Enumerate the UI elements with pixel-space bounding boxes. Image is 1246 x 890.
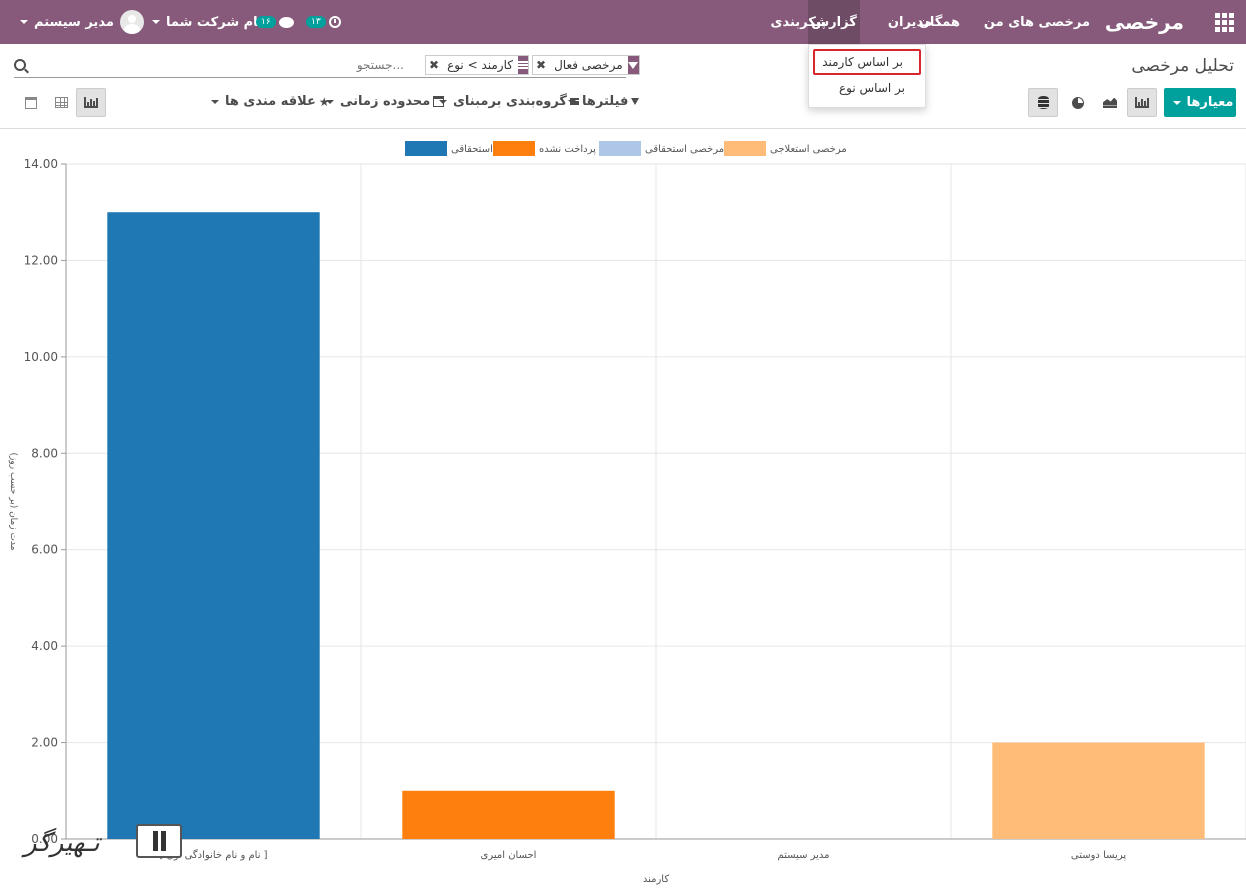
- menu-my-leaves[interactable]: مرخصی های من: [983, 14, 1090, 30]
- y-tick-label: 10.00: [24, 350, 58, 364]
- groupby-lines-icon: [517, 56, 528, 74]
- bar-chart-button[interactable]: [1127, 88, 1157, 117]
- bar-chart-icon: [1135, 97, 1149, 108]
- legend-swatch: [405, 141, 447, 156]
- user-menu[interactable]: مدیر سیستم: [14, 0, 144, 44]
- x-tick-label: مدیر سیستم: [777, 850, 829, 861]
- graph-view-button[interactable]: [76, 88, 106, 117]
- legend-swatch: [599, 141, 641, 156]
- legend-swatch: [493, 141, 535, 156]
- bar: [402, 790, 615, 839]
- timerange-label: محدوده زمانی: [340, 94, 431, 109]
- bar-chart: 0.00 2.00 4.00 6.00 8.00 10.00 12.00 14.00 [ نام…: [8, 141, 1246, 885]
- chevron-down-icon: [20, 20, 28, 24]
- menu-everyone[interactable]: همگان: [918, 14, 960, 30]
- calendar-icon: [433, 96, 445, 107]
- database-icon: [1037, 96, 1049, 109]
- measures-button[interactable]: معیارها: [1164, 88, 1236, 117]
- filter-facet[interactable]: ✖ مرخصی فعال: [532, 55, 640, 75]
- search-input[interactable]: [344, 58, 404, 72]
- pivot-view-button[interactable]: [46, 88, 76, 117]
- stacked-button[interactable]: [1028, 88, 1058, 117]
- divider: [0, 128, 1246, 129]
- legend-swatch: [724, 141, 766, 156]
- y-tick-label: 0.00: [31, 832, 58, 846]
- timerange-menu[interactable]: محدوده زمانی: [320, 94, 445, 109]
- groupby-facet[interactable]: ✖ کارمند > نوع: [425, 55, 529, 75]
- clock-icon: [328, 16, 341, 28]
- remove-facet-icon[interactable]: ✖: [429, 58, 440, 72]
- table-grid-icon: [54, 97, 68, 108]
- watermark-logo: تـهیرگر: [20, 822, 182, 870]
- area-chart-icon: [1103, 98, 1117, 108]
- legend-label: استحقاقی: [451, 144, 493, 155]
- chat-icon: [278, 16, 294, 28]
- logo-icon: [136, 824, 182, 858]
- search-icon[interactable]: [14, 59, 26, 71]
- user-name: مدیر سیستم: [34, 14, 114, 30]
- search-bar: ✖ کارمند > نوع ✖ مرخصی فعال: [14, 54, 640, 78]
- y-tick-label: 12.00: [24, 253, 58, 267]
- calendar-icon: [25, 96, 37, 109]
- star-icon: ★: [318, 94, 330, 109]
- x-axis-label: کارمند: [643, 874, 669, 885]
- chevron-down-icon: [326, 99, 334, 104]
- groupby-menu[interactable]: گروه‌بندی برمبنای: [433, 94, 579, 109]
- pie-chart-icon: [1072, 96, 1084, 109]
- watermark-text: تـهیرگر: [24, 828, 100, 858]
- groupby-facet-label: کارمند > نوع: [447, 58, 513, 72]
- favorites-menu[interactable]: علاقه مندی ها ★: [205, 94, 330, 109]
- filter-funnel-icon: [627, 56, 639, 74]
- avatar: [119, 10, 144, 34]
- line-chart-button[interactable]: [1095, 88, 1125, 117]
- y-tick-label: 8.00: [31, 446, 58, 460]
- page-title: تحلیل مرخصی: [1131, 56, 1234, 76]
- x-tick-label: [ نام و نام خانوادگی اول ]: [159, 849, 267, 861]
- legend-label: پرداخت نشده: [539, 144, 596, 155]
- messages-button[interactable]: ۱۶: [256, 0, 294, 44]
- activities-count-badge: ۱۳: [306, 16, 326, 28]
- app-brand[interactable]: مرخصی: [1104, 10, 1184, 34]
- calendar-view-button[interactable]: [16, 88, 46, 117]
- company-name: نام شرکت شما: [166, 14, 263, 30]
- menu-managers[interactable]: مدیران: [887, 14, 932, 30]
- y-tick-label: 6.00: [31, 543, 58, 557]
- y-tick-label: 14.00: [24, 157, 58, 171]
- chevron-down-icon: [1172, 100, 1181, 105]
- y-tick-label: 2.00: [31, 736, 58, 750]
- dropdown-item-by-type[interactable]: بر اساس نوع: [839, 81, 905, 95]
- bar: [107, 212, 320, 839]
- activities-button[interactable]: ۱۳: [306, 0, 341, 44]
- filters-label: فیلترها: [582, 94, 629, 109]
- filter-facet-label: مرخصی فعال: [554, 58, 623, 72]
- measures-label: معیارها: [1186, 95, 1234, 110]
- legend-label: مرخصی استحقاقی: [645, 144, 724, 155]
- reporting-dropdown: بر اساس کارمند بر اساس نوع: [808, 44, 926, 108]
- x-tick-label: احسان امیری: [481, 850, 537, 861]
- bar: [992, 742, 1205, 839]
- filter-icon: [631, 98, 640, 105]
- legend-label: مرخصی استعلاجی: [770, 144, 847, 155]
- company-switcher[interactable]: نام شرکت شما: [146, 0, 263, 44]
- chevron-down-icon: [152, 20, 160, 24]
- bar-chart-icon: [84, 97, 98, 108]
- y-tick-label: 4.00: [31, 639, 58, 653]
- menu-reporting[interactable]: گزارش: [808, 0, 860, 44]
- x-tick-label: پریسا دوستی: [1071, 850, 1126, 861]
- groupby-label: گروه‌بندی برمبنای: [453, 94, 567, 109]
- chevron-down-icon: [439, 99, 447, 104]
- bars-icon: [569, 98, 579, 105]
- apps-menu-icon[interactable]: [1215, 0, 1235, 44]
- dropdown-item-by-employee[interactable]: بر اساس کارمند: [813, 49, 921, 75]
- menu-configuration[interactable]: پیکربندی: [770, 14, 826, 30]
- favorites-label: علاقه مندی ها: [225, 94, 316, 109]
- y-axis-label: مدت زمان (بر حسب روز): [8, 453, 18, 551]
- messages-count-badge: ۱۶: [256, 16, 276, 28]
- chevron-down-icon: [211, 99, 219, 104]
- pie-chart-button[interactable]: [1063, 88, 1093, 117]
- top-navbar: مرخصی مرخصی های من همگان مدیران گزارش پی…: [0, 0, 1246, 44]
- remove-facet-icon[interactable]: ✖: [536, 58, 547, 72]
